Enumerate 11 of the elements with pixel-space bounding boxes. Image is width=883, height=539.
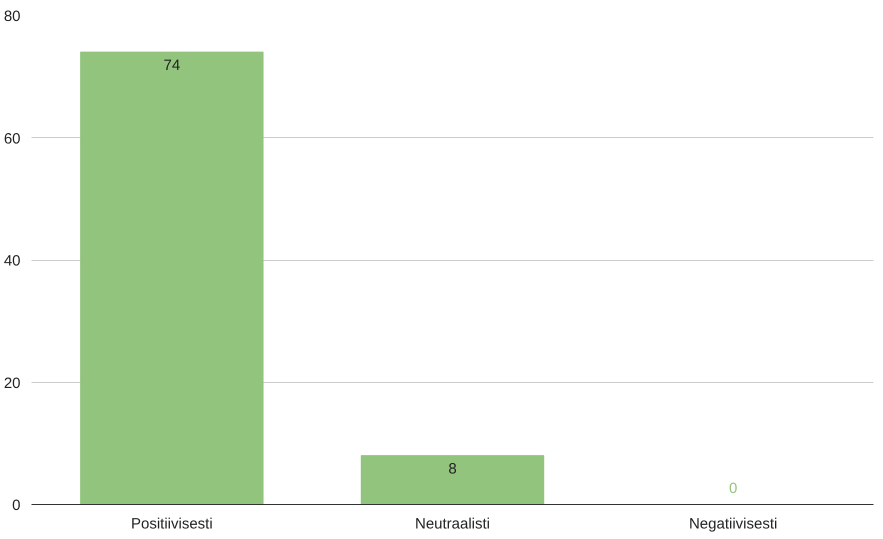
y-tick-label: 20: [4, 374, 21, 392]
x-tick-label: Positiivisesti: [130, 516, 213, 532]
data-label: 0: [728, 480, 738, 497]
data-label: 74: [163, 56, 180, 74]
x-tick-label: Negatiivisesti: [688, 516, 778, 532]
y-tick-label: 80: [4, 8, 21, 25]
y-tick-label: 40: [4, 252, 21, 270]
y-tick-label: 0: [12, 497, 20, 514]
data-label: 8: [448, 460, 457, 478]
x-tick-label: Neutraalisti: [414, 516, 490, 532]
y-tick-label: 60: [4, 130, 21, 148]
